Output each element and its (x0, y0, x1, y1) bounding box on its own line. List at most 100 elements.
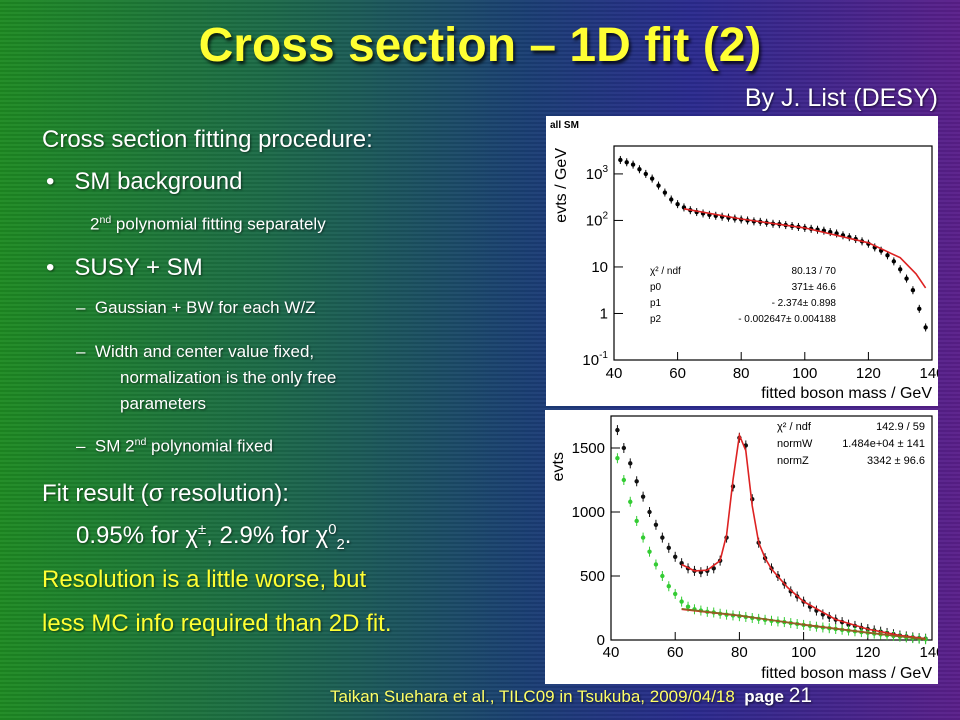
dash-item-sm-fixed-sup: nd (134, 436, 147, 448)
two-subscript: 2 (336, 536, 345, 553)
data-point (904, 276, 909, 281)
pm-superscript: ± (198, 522, 207, 538)
stats-value: 1.484e+04 ± 141 (842, 438, 925, 450)
footer: Taikan Suehara et al., TILC09 in Tsukuba… (330, 684, 812, 708)
stats-value: - 0.002647± 0.004188 (738, 314, 836, 325)
conclusion-line2: less MC info required than 2D fit. (42, 610, 392, 637)
x-tick-label: 100 (792, 365, 817, 382)
data-point (653, 522, 659, 527)
data-point (923, 325, 928, 330)
x-tick-label: 80 (731, 644, 748, 661)
dash-item-width-line2: normalization is the only free (120, 368, 337, 387)
x-axis-label: fitted boson mass / GeV (761, 385, 932, 402)
data-point (673, 591, 678, 597)
chi-symbol: χ (185, 522, 199, 549)
plot-susy-sm-svg: 40 60 80 100 120 140 0 500 1000 1500 fitted boson … (550, 415, 938, 682)
polynomial-note-text: polynomial fitting separately (111, 214, 326, 234)
stats-value: 3342 ± 96.6 (867, 455, 925, 467)
x-tick-label: 100 (791, 644, 816, 661)
stats-label: p1 (650, 298, 662, 309)
res-a: 0.95% for (76, 522, 186, 549)
data-point (898, 267, 903, 272)
data-point (637, 167, 642, 172)
stats-label: p2 (650, 314, 662, 325)
dash-item-gaussian: – Gaussian + BW for each W/Z (76, 298, 316, 318)
data-point (618, 157, 623, 163)
data-point (621, 445, 627, 451)
res-c: . (344, 522, 352, 549)
polynomial-note: 2nd polynomial fitting separately (90, 214, 326, 235)
polynomial-order-suffix: nd (99, 214, 112, 226)
bullet-susy-sm: • SUSY + SM (46, 254, 203, 282)
x-tick-label: 80 (733, 365, 750, 382)
plot-susy-sm: 40 60 80 100 120 140 0 500 1000 1500 fitted boson … (545, 410, 938, 684)
dash-item-width: – Width and center value fixed, (76, 342, 314, 362)
stats-label: χ² / ndf (777, 421, 812, 433)
data-point (643, 171, 648, 177)
data-point (910, 288, 916, 293)
plot-frame (613, 145, 933, 361)
data-point (885, 253, 890, 258)
data-point (624, 160, 629, 165)
fit-curve (681, 432, 926, 640)
data-point (653, 562, 659, 567)
y-tick-label: 1500 (572, 440, 605, 457)
bullet-sm-background: • SM background (46, 168, 243, 196)
bullet-sm-background-text: SM background (74, 168, 243, 195)
data-point (621, 477, 627, 483)
data-point (649, 176, 655, 181)
data-point (630, 162, 636, 167)
x-tick-label: 60 (669, 365, 686, 382)
stats-value: 371± 46.6 (792, 282, 837, 293)
data-point (685, 604, 691, 609)
y-tick-label: 0 (597, 632, 605, 649)
data-point (673, 554, 678, 559)
y-tick-label: 10 (591, 259, 608, 276)
data-point (634, 479, 639, 484)
data-point (679, 599, 684, 604)
data-point (666, 584, 671, 589)
fit-curve (681, 608, 926, 641)
corner-label: all SM (550, 120, 579, 131)
data-point (628, 499, 633, 504)
x-tick-label: 40 (603, 644, 620, 661)
dash-item-sm-fixed: – SM 2nd polynomial fixed (76, 436, 273, 457)
res-b: , 2.9% for (206, 522, 316, 549)
dash-icon: – (76, 298, 95, 317)
dash-icon: – (76, 342, 95, 361)
y-axis-label: evts / GeV (553, 148, 570, 223)
plot-frame (610, 415, 933, 641)
dash-item-sm-fixed-b: polynomial fixed (146, 436, 273, 456)
stats-label: p0 (650, 282, 662, 293)
fit-result-a: Fit result ( (42, 480, 149, 507)
bullet-susy-sm-text: SUSY + SM (74, 254, 203, 281)
page-number: 21 (788, 684, 813, 707)
y-tick-label: 102 (586, 210, 609, 229)
x-tick-label: 120 (856, 365, 881, 382)
data-point (640, 535, 646, 540)
data-point (669, 197, 674, 202)
dash-item-width-line3: parameters (120, 394, 206, 413)
x-tick-label: 120 (855, 644, 880, 661)
sigma-symbol: σ (148, 480, 164, 507)
data-point (656, 183, 661, 188)
dash-icon: – (76, 436, 95, 456)
y-tick-label: 103 (586, 164, 609, 183)
stats-value: 80.13 / 70 (792, 266, 837, 277)
data-point (647, 549, 652, 554)
fit-curve (683, 208, 927, 289)
plot-sm-background: all SM 40 60 80 100 120 140 10-1 1 10 102 103 fitted… (546, 116, 938, 406)
stats-label: normZ (777, 455, 809, 467)
data-point (917, 306, 922, 312)
fit-result-b: resolution): (163, 480, 289, 507)
conclusion-line1: Resolution is a little worse, but (42, 566, 367, 593)
x-tick-label: 40 (606, 365, 623, 382)
procedure-heading: Cross section fitting procedure: (42, 126, 373, 153)
y-tick-label: 500 (580, 568, 605, 585)
footer-citation: Taikan Suehara et al., TILC09 in Tsukuba… (330, 687, 735, 706)
chi-symbol-2: χ (315, 522, 329, 549)
dash-item-gaussian-text: Gaussian + BW for each W/Z (94, 298, 316, 317)
y-tick-label: 10-1 (582, 350, 608, 369)
y-axis-label: evts (550, 452, 567, 481)
stats-label: normW (777, 438, 813, 450)
